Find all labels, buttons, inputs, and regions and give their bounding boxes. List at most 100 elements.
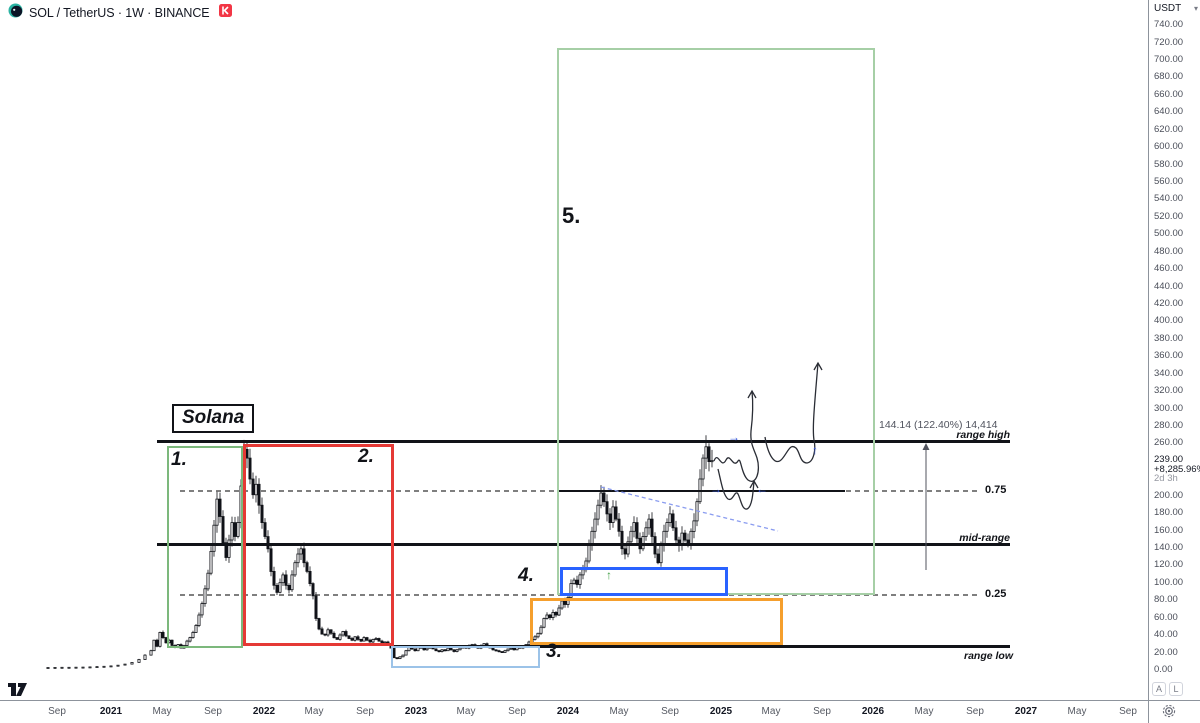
time-tick: 2021 <box>99 706 123 717</box>
price-tick: 640.00 <box>1154 106 1184 118</box>
price-axis-border <box>1148 0 1149 723</box>
projection-arrowhead <box>747 389 757 399</box>
symbol-title[interactable]: SOL / TetherUS · 1W · BINANCE <box>29 6 210 20</box>
price-tick: 380.00 <box>1154 332 1184 344</box>
last-price-change: +8,285.96% <box>1154 463 1200 475</box>
wave-box-1[interactable] <box>167 446 243 648</box>
price-axis[interactable]: USDT ▾ 740.00 720.00 700.00 680.00 660.00 640… <box>1149 0 1200 700</box>
time-tick: Sep <box>1119 706 1137 717</box>
wave-box-2[interactable] <box>243 444 394 646</box>
q75-solid-line[interactable] <box>557 490 845 492</box>
drawing-overlay: → ↑ → ← ↑ <box>600 361 930 582</box>
price-tick: 580.00 <box>1154 158 1184 170</box>
time-tick: 2024 <box>556 706 580 717</box>
guide-arrow-icon[interactable]: ↑ <box>606 568 612 582</box>
price-tick: 720.00 <box>1154 36 1184 48</box>
price-tick: 20.00 <box>1154 646 1178 658</box>
price-tick: 360.00 <box>1154 350 1184 362</box>
projection-squiggle-arrow[interactable] <box>764 362 819 464</box>
auto-scale-button[interactable]: A <box>1152 682 1166 696</box>
time-tick: May <box>1067 706 1087 717</box>
price-tick: 560.00 <box>1154 176 1184 188</box>
solana-text-annotation[interactable]: Solana <box>172 404 255 433</box>
price-tick: 540.00 <box>1154 193 1184 205</box>
price-tick: 500.00 <box>1154 228 1184 240</box>
price-tick: 620.00 <box>1154 123 1184 135</box>
mid-range-line[interactable] <box>157 543 1010 546</box>
price-tick: 440.00 <box>1154 280 1184 292</box>
measure-tool-label[interactable]: 144.14 (122.40%) 14,414 <box>879 419 998 431</box>
price-tick: 140.00 <box>1154 542 1184 553</box>
price-tick: 200.00 <box>1154 489 1184 501</box>
symbol-header[interactable]: SOL / TetherUS · 1W · BINANCE <box>8 3 233 22</box>
range-low-label: range low <box>963 650 1013 662</box>
price-tick: 400.00 <box>1154 315 1184 327</box>
price-tick: 340.00 <box>1154 367 1184 379</box>
time-tick: Sep <box>204 706 222 717</box>
time-axis-border <box>0 700 1200 701</box>
price-tick: 60.00 <box>1154 611 1178 623</box>
tradingview-logo[interactable] <box>7 681 29 703</box>
wave-number-label[interactable]: 3. <box>546 641 562 662</box>
price-tick: 280.00 <box>1154 420 1184 432</box>
time-tick: 2022 <box>252 706 276 717</box>
price-tick: 100.00 <box>1154 576 1184 588</box>
wave-box-accumulation[interactable] <box>530 598 783 645</box>
time-tick: May <box>609 706 629 717</box>
wave-number-label[interactable]: 2. <box>358 446 374 467</box>
price-tick: 600.00 <box>1154 141 1184 153</box>
q75-dashed-label: 0.75 <box>985 484 1007 496</box>
price-tick: 120.00 <box>1154 559 1184 571</box>
range-high-line[interactable] <box>157 440 1010 443</box>
settings-gear-icon[interactable] <box>1162 704 1176 723</box>
wave-box-3[interactable] <box>391 646 540 668</box>
time-tick: Sep <box>356 706 374 717</box>
time-tick: May <box>152 706 172 717</box>
price-tick: 420.00 <box>1154 298 1184 310</box>
price-tick: 660.00 <box>1154 88 1184 100</box>
projection-arrowhead <box>813 361 823 371</box>
guide-arrow-icon[interactable]: → <box>710 482 722 496</box>
time-tick: Sep <box>508 706 526 717</box>
price-tick: 300.00 <box>1154 402 1184 414</box>
price-tick: 520.00 <box>1154 210 1184 222</box>
chevron-down-icon: ▾ <box>1193 4 1198 13</box>
time-tick: 2027 <box>1014 706 1038 717</box>
currency-selector[interactable]: USDT ▾ <box>1154 3 1198 14</box>
bar-countdown: 2d 3h <box>1154 473 1178 484</box>
last-price: 239.00 <box>1154 454 1184 465</box>
price-tick: 680.00 <box>1154 71 1184 83</box>
price-tick: 80.00 <box>1154 594 1178 606</box>
projection-arrowhead <box>749 479 759 489</box>
time-tick: Sep <box>661 706 679 717</box>
currency-label: USDT <box>1154 3 1182 14</box>
descending-trendline[interactable] <box>600 486 779 532</box>
wave-number-label[interactable]: 4. <box>518 565 534 586</box>
price-tick: 260.00 <box>1154 437 1184 449</box>
range-low-line[interactable] <box>390 645 1010 648</box>
wave-box-4[interactable] <box>560 567 728 596</box>
projection-squiggle-arrow[interactable] <box>717 468 755 510</box>
time-axis[interactable]: Sep 2021 May Sep 2022 May Sep 2023 May Sep 2024 May… <box>0 701 1148 723</box>
guide-arrow-icon[interactable]: ↑ <box>812 443 818 457</box>
time-tick: May <box>304 706 324 717</box>
price-tick: 160.00 <box>1154 524 1184 536</box>
wave-number-label[interactable]: 5. <box>562 203 581 228</box>
candlestick-chart-canvas[interactable] <box>0 0 1148 700</box>
wave-number-label[interactable]: 1. <box>171 449 187 470</box>
time-tick: May <box>456 706 476 717</box>
guide-arrow-icon[interactable]: → <box>728 430 740 444</box>
time-tick: 2026 <box>861 706 885 717</box>
measure-arrowhead <box>922 443 930 450</box>
log-scale-button[interactable]: L <box>1169 682 1183 696</box>
price-tick: 480.00 <box>1154 245 1184 257</box>
time-tick: 2025 <box>709 706 733 717</box>
price-tick: 40.00 <box>1154 629 1178 641</box>
price-tick: 0.00 <box>1154 664 1173 675</box>
time-tick: May <box>761 706 781 717</box>
range-high-label: range high <box>956 429 1010 441</box>
projection-squiggle-arrow[interactable] <box>713 390 760 482</box>
guide-arrow-icon[interactable]: ← <box>756 482 768 496</box>
time-tick: Sep <box>48 706 66 717</box>
